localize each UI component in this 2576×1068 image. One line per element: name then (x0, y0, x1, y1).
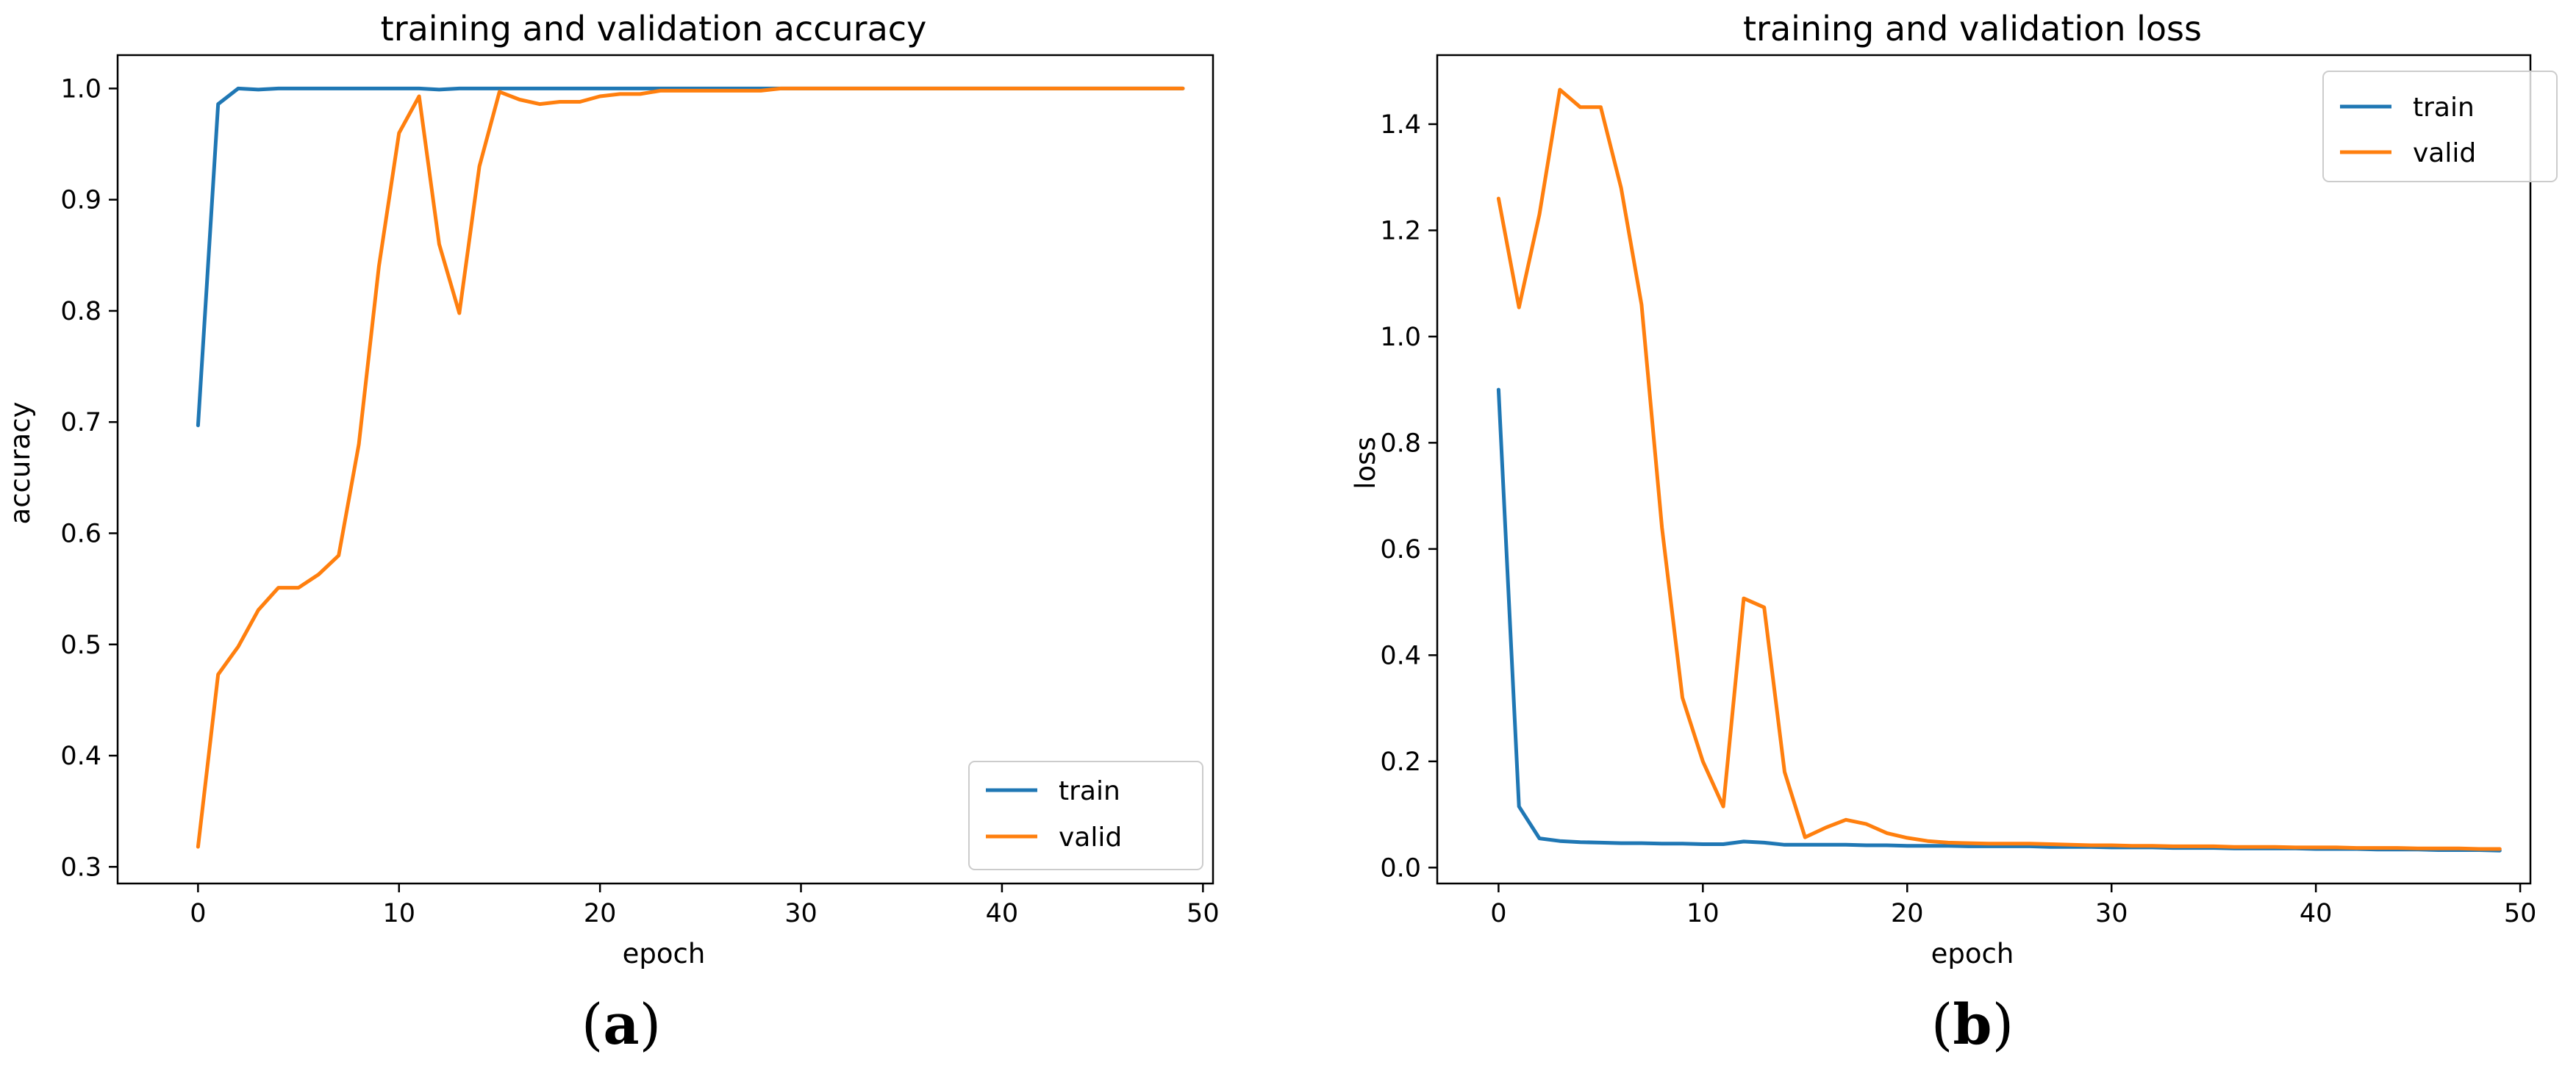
caption-letter: b (1953, 992, 1992, 1057)
legend-label-valid: valid (2413, 138, 2476, 168)
chart-title: training and validation accuracy (381, 9, 927, 49)
y-tick-label: 1.0 (60, 74, 101, 104)
x-tick-label: 0 (1490, 899, 1506, 928)
y-tick-label: 0.8 (1380, 429, 1421, 458)
y-tick-label: 0.8 (60, 297, 101, 326)
plot-area (196, 86, 1185, 849)
y-tick-label: 0.4 (1380, 641, 1421, 670)
x-tick-label: 10 (382, 899, 415, 928)
y-tick-label: 0.6 (60, 519, 101, 548)
y-tick-label: 1.0 (1380, 323, 1421, 352)
ticks: 0 10 20 30 40 50 0.0 0.2 0.4 0.6 0.8 1.0 1.2 1.4 (1380, 110, 2536, 928)
chart-title: training and validation loss (1743, 9, 2202, 49)
y-axis-label: accuracy (4, 402, 36, 525)
axes-frame (116, 54, 1214, 885)
x-tick-label: 30 (784, 899, 817, 928)
legend-label-train: train (2413, 93, 2475, 123)
x-axis-label: epoch (623, 938, 706, 970)
x-tick-label: 50 (1187, 899, 1220, 928)
legend-label-train: train (1059, 776, 1120, 806)
x-tick-label: 0 (190, 899, 206, 928)
x-tick-label: 40 (2300, 899, 2333, 928)
series-line-train (1496, 387, 2502, 853)
y-tick-label: 0.0 (1380, 853, 1421, 883)
legend: train valid (2322, 71, 2558, 182)
series-line-valid (1496, 87, 2502, 851)
y-tick-label: 0.9 (60, 186, 101, 215)
legend: train valid (968, 761, 1203, 870)
accuracy-chart: training and validation accuracy epoch a… (4, 9, 1220, 1057)
plot-area (1496, 87, 2502, 853)
x-tick-label: 50 (2504, 899, 2537, 928)
subfigure-caption-b: (b) (1931, 992, 2014, 1057)
series-line-train (196, 86, 1185, 428)
axes-frame (1436, 54, 2532, 885)
caption-letter: a (603, 992, 639, 1057)
y-tick-label: 0.3 (60, 853, 101, 882)
subfigure-caption-a: (a) (582, 992, 662, 1057)
ticks: 0 10 20 30 40 50 0.3 0.4 0.5 0.6 0.7 0.8 0.9 1.0 (60, 74, 1219, 928)
y-tick-label: 0.5 (60, 631, 101, 660)
x-tick-label: 20 (584, 899, 617, 928)
y-axis-label: loss (1350, 437, 1381, 489)
legend-label-valid: valid (1059, 822, 1122, 853)
y-tick-label: 0.7 (60, 408, 101, 437)
y-tick-label: 1.4 (1380, 110, 1421, 140)
loss-chart: training and validation loss epoch loss … (1350, 9, 2558, 1057)
y-tick-label: 0.4 (60, 742, 101, 771)
y-tick-label: 1.2 (1380, 216, 1421, 246)
x-tick-label: 20 (1891, 899, 1924, 928)
y-tick-label: 0.2 (1380, 748, 1421, 777)
y-tick-label: 0.6 (1380, 535, 1421, 565)
x-axis-label: epoch (1931, 938, 2014, 970)
x-tick-label: 10 (1686, 899, 1720, 928)
x-tick-label: 30 (2095, 899, 2128, 928)
x-tick-label: 40 (986, 899, 1019, 928)
series-line-valid (196, 86, 1185, 849)
